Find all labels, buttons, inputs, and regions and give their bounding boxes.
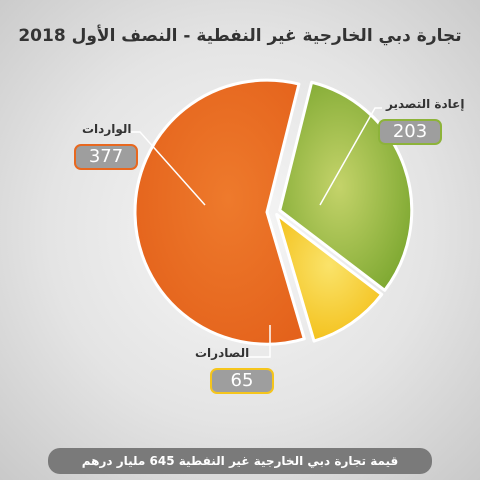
slice-exports [275, 212, 384, 343]
footer-total: قيمة تجارة دبي الخارجية غير النفطية 645 … [48, 448, 432, 474]
leader-line-reexports [319, 107, 382, 206]
chart-title: تجارة دبي الخارجية غير النفطية - النصف ا… [18, 26, 462, 46]
slice-label-reexports: إعادة التصدير [386, 97, 465, 111]
leader-line-exports [245, 325, 271, 358]
slice-label-imports: الواردات [82, 122, 132, 136]
slice-value-reexports: 203 [378, 119, 442, 145]
slice-value-imports: 377 [74, 144, 138, 170]
slice-label-exports: الصادرات [195, 346, 250, 360]
slice-imports [133, 78, 306, 346]
leader-line-imports [128, 131, 206, 206]
slice-value-exports: 65 [210, 368, 274, 394]
